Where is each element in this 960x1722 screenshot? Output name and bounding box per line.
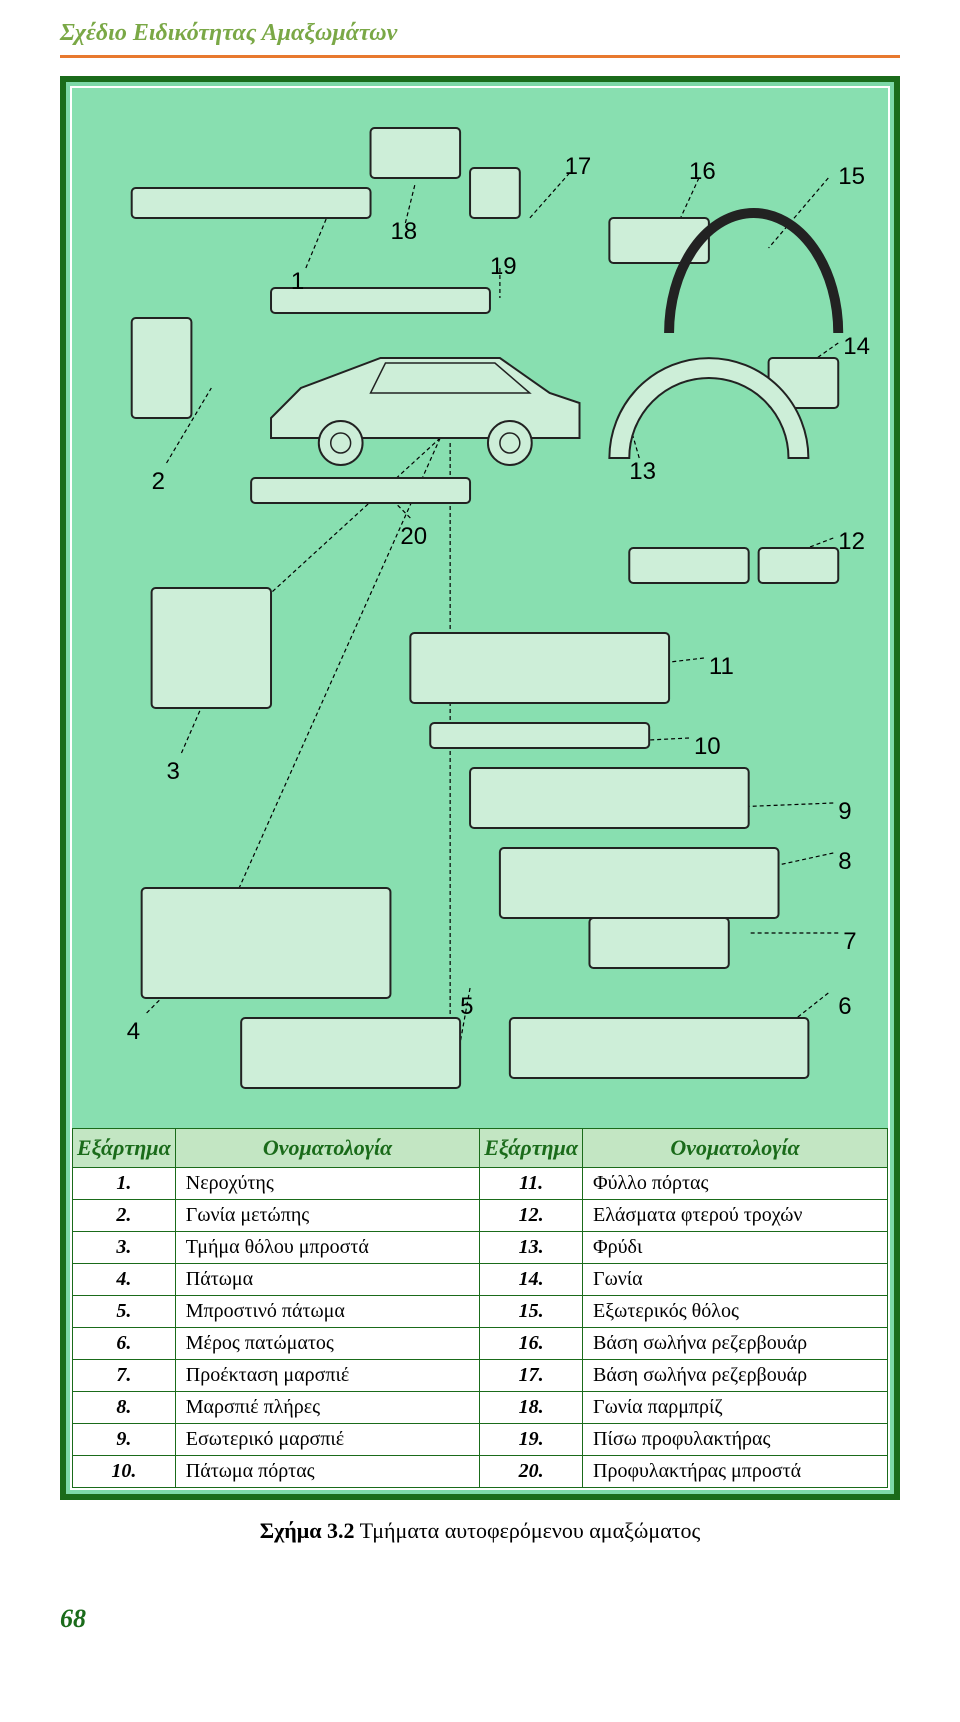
part-number: 1.	[73, 1168, 176, 1200]
diagram-label: 17	[565, 153, 592, 181]
table-row: 8.Μαρσπιέ πλήρες18.Γωνία παρμπρίζ	[73, 1392, 888, 1424]
part-name: Φρύδι	[583, 1232, 888, 1264]
diagram-label: 10	[694, 733, 721, 761]
diagram-label: 14	[843, 333, 870, 361]
diagram-label: 11	[709, 653, 734, 681]
part-number: 11.	[480, 1168, 583, 1200]
part-number: 4.	[73, 1264, 176, 1296]
diagram-label: 4	[127, 1018, 140, 1046]
col-header-part-a: Εξάρτημα	[73, 1129, 176, 1168]
part-name: Πάτωμα	[175, 1264, 479, 1296]
part-number: 10.	[73, 1456, 176, 1488]
exploded-diagram: 1234567891011121314151617181920	[72, 88, 888, 1128]
part-number: 16.	[480, 1328, 583, 1360]
part-name: Εξωτερικός θόλος	[583, 1296, 888, 1328]
part-number: 18.	[480, 1392, 583, 1424]
diagram-label: 1	[291, 268, 304, 296]
page-number: 68	[60, 1604, 900, 1634]
caption-label: Σχήμα 3.2	[260, 1518, 355, 1543]
part-name: Μέρος πατώματος	[175, 1328, 479, 1360]
part-name: Βάση σωλήνα ρεζερβουάρ	[583, 1328, 888, 1360]
part-name: Μαρσπιέ πλήρες	[175, 1392, 479, 1424]
diagram-label: 8	[838, 848, 851, 876]
diagram-label: 16	[689, 158, 716, 186]
part-name: Νεροχύτης	[175, 1168, 479, 1200]
table-row: 6.Μέρος πατώματος16.Βάση σωλήνα ρεζερβου…	[73, 1328, 888, 1360]
part-number: 2.	[73, 1200, 176, 1232]
table-row: 10.Πάτωμα πόρτας20.Προφυλακτήρας μπροστά	[73, 1456, 888, 1488]
parts-table: Εξάρτημα Ονοματολογία Εξάρτημα Ονοματολο…	[72, 1128, 888, 1488]
diagram-label: 9	[838, 798, 851, 826]
table-row: 5.Μπροστινό πάτωμα15.Εξωτερικός θόλος	[73, 1296, 888, 1328]
part-number: 8.	[73, 1392, 176, 1424]
part-number: 9.	[73, 1424, 176, 1456]
part-name: Τμήμα θόλου μπροστά	[175, 1232, 479, 1264]
diagram-label: 18	[390, 218, 417, 246]
part-name: Προφυλακτήρας μπροστά	[583, 1456, 888, 1488]
figure-caption: Σχήμα 3.2 Τμήματα αυτοφερόμενου αμαξώματ…	[60, 1518, 900, 1544]
table-row: 3.Τμήμα θόλου μπροστά13.Φρύδι	[73, 1232, 888, 1264]
diagram-label: 7	[843, 928, 856, 956]
part-number: 15.	[480, 1296, 583, 1328]
table-header-row: Εξάρτημα Ονοματολογία Εξάρτημα Ονοματολο…	[73, 1129, 888, 1168]
diagram-label: 3	[167, 758, 180, 786]
part-number: 3.	[73, 1232, 176, 1264]
diagram-label: 20	[400, 523, 427, 551]
part-name: Βάση σωλήνα ρεζερβουάρ	[583, 1360, 888, 1392]
part-number: 6.	[73, 1328, 176, 1360]
table-row: 4.Πάτωμα14.Γωνία	[73, 1264, 888, 1296]
diagram-label: 2	[152, 468, 165, 496]
col-header-name-b: Ονοματολογία	[583, 1129, 888, 1168]
part-name: Εσωτερικό μαρσπιέ	[175, 1424, 479, 1456]
diagram-label: 6	[838, 993, 851, 1021]
diagram-label: 13	[629, 458, 656, 486]
figure-inner: 1234567891011121314151617181920 Εξάρτημα…	[70, 86, 890, 1490]
part-name: Προέκταση μαρσπιέ	[175, 1360, 479, 1392]
part-name: Μπροστινό πάτωμα	[175, 1296, 479, 1328]
part-name: Ελάσματα φτερού τροχών	[583, 1200, 888, 1232]
part-number: 5.	[73, 1296, 176, 1328]
part-number: 20.	[480, 1456, 583, 1488]
page-title: Σχέδιο Ειδικότητας Αμαξωμάτων	[60, 20, 900, 58]
caption-text: Τμήματα αυτοφερόμενου αμαξώματος	[355, 1518, 701, 1543]
part-number: 14.	[480, 1264, 583, 1296]
part-number: 19.	[480, 1424, 583, 1456]
part-name: Γωνία μετώπης	[175, 1200, 479, 1232]
part-name: Φύλλο πόρτας	[583, 1168, 888, 1200]
col-header-part-b: Εξάρτημα	[480, 1129, 583, 1168]
col-header-name-a: Ονοματολογία	[175, 1129, 479, 1168]
part-number: 12.	[480, 1200, 583, 1232]
table-row: 2.Γωνία μετώπης12.Ελάσματα φτερού τροχών	[73, 1200, 888, 1232]
diagram-label: 12	[838, 528, 865, 556]
part-name: Γωνία παρμπρίζ	[583, 1392, 888, 1424]
diagram-label: 19	[490, 253, 517, 281]
table-row: 7.Προέκταση μαρσπιέ17.Βάση σωλήνα ρεζερβ…	[73, 1360, 888, 1392]
figure-frame: 1234567891011121314151617181920 Εξάρτημα…	[60, 76, 900, 1500]
part-name: Πίσω προφυλακτήρας	[583, 1424, 888, 1456]
part-number: 17.	[480, 1360, 583, 1392]
part-name: Γωνία	[583, 1264, 888, 1296]
diagram-label: 15	[838, 163, 865, 191]
part-name: Πάτωμα πόρτας	[175, 1456, 479, 1488]
part-number: 7.	[73, 1360, 176, 1392]
table-row: 1.Νεροχύτης11.Φύλλο πόρτας	[73, 1168, 888, 1200]
diagram-label: 5	[460, 993, 473, 1021]
part-number: 13.	[480, 1232, 583, 1264]
page: Σχέδιο Ειδικότητας Αμαξωμάτων 1234567891…	[0, 0, 960, 1674]
table-row: 9.Εσωτερικό μαρσπιέ19.Πίσω προφυλακτήρας	[73, 1424, 888, 1456]
